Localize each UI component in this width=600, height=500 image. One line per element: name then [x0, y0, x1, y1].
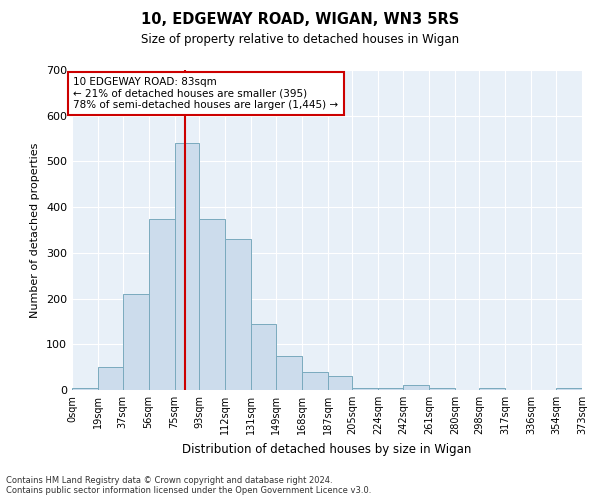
Bar [556, 388, 582, 390]
Bar [429, 388, 455, 390]
Y-axis label: Number of detached properties: Number of detached properties [31, 142, 40, 318]
Bar [122, 294, 149, 390]
Bar [225, 239, 251, 390]
Bar [149, 218, 175, 390]
Bar [98, 367, 122, 390]
Bar [72, 388, 98, 390]
Bar [175, 143, 199, 390]
Text: Size of property relative to detached houses in Wigan: Size of property relative to detached ho… [141, 32, 459, 46]
Bar [276, 356, 302, 390]
Bar [352, 388, 378, 390]
Bar [302, 372, 328, 390]
Bar [479, 388, 505, 390]
Bar [251, 324, 276, 390]
X-axis label: Distribution of detached houses by size in Wigan: Distribution of detached houses by size … [182, 442, 472, 456]
Text: 10, EDGEWAY ROAD, WIGAN, WN3 5RS: 10, EDGEWAY ROAD, WIGAN, WN3 5RS [141, 12, 459, 28]
Bar [199, 218, 225, 390]
Bar [378, 388, 403, 390]
Text: 10 EDGEWAY ROAD: 83sqm
← 21% of detached houses are smaller (395)
78% of semi-de: 10 EDGEWAY ROAD: 83sqm ← 21% of detached… [73, 77, 338, 110]
Bar [403, 386, 429, 390]
Text: Contains HM Land Registry data © Crown copyright and database right 2024.
Contai: Contains HM Land Registry data © Crown c… [6, 476, 371, 495]
Bar [328, 376, 352, 390]
